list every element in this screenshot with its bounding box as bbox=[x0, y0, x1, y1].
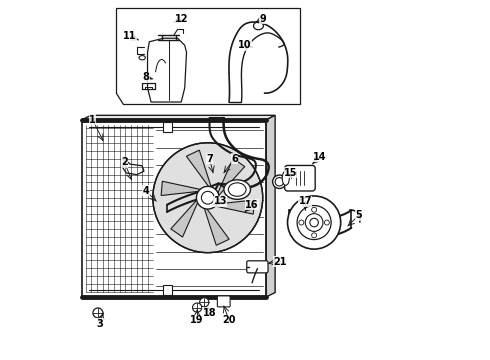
Text: 7: 7 bbox=[206, 154, 213, 164]
Text: 17: 17 bbox=[298, 196, 312, 206]
Polygon shape bbox=[212, 200, 254, 214]
Polygon shape bbox=[186, 150, 212, 190]
Polygon shape bbox=[116, 8, 300, 104]
Text: 16: 16 bbox=[245, 200, 259, 210]
Text: 20: 20 bbox=[222, 315, 236, 325]
Circle shape bbox=[93, 308, 103, 318]
Polygon shape bbox=[203, 206, 229, 245]
Polygon shape bbox=[217, 158, 245, 198]
Text: 14: 14 bbox=[313, 152, 326, 162]
Circle shape bbox=[193, 303, 202, 312]
Circle shape bbox=[196, 186, 219, 209]
Text: 2: 2 bbox=[121, 157, 128, 167]
Ellipse shape bbox=[224, 180, 250, 199]
Text: 1: 1 bbox=[89, 115, 96, 125]
Text: 3: 3 bbox=[97, 319, 103, 329]
Text: 8: 8 bbox=[142, 72, 149, 82]
Text: 12: 12 bbox=[174, 14, 188, 24]
Circle shape bbox=[153, 143, 263, 253]
Text: 5: 5 bbox=[355, 211, 362, 220]
Ellipse shape bbox=[282, 171, 289, 185]
Polygon shape bbox=[266, 115, 275, 297]
Circle shape bbox=[288, 196, 341, 249]
Text: 10: 10 bbox=[238, 40, 252, 50]
Bar bbox=[164, 284, 172, 295]
Text: 6: 6 bbox=[231, 154, 238, 164]
Circle shape bbox=[305, 214, 323, 231]
Text: 18: 18 bbox=[203, 308, 217, 318]
Text: 19: 19 bbox=[191, 315, 204, 325]
FancyBboxPatch shape bbox=[285, 166, 315, 191]
Text: 4: 4 bbox=[143, 186, 149, 195]
FancyBboxPatch shape bbox=[218, 296, 230, 307]
Bar bbox=[82, 120, 266, 297]
Polygon shape bbox=[161, 181, 203, 195]
Text: 13: 13 bbox=[214, 196, 227, 206]
Ellipse shape bbox=[272, 175, 286, 189]
Text: 9: 9 bbox=[259, 14, 266, 24]
Circle shape bbox=[199, 298, 209, 307]
Text: 21: 21 bbox=[274, 257, 287, 266]
Polygon shape bbox=[171, 198, 199, 237]
FancyBboxPatch shape bbox=[247, 261, 268, 273]
Text: 15: 15 bbox=[284, 168, 298, 178]
Polygon shape bbox=[82, 115, 275, 120]
Text: 11: 11 bbox=[123, 31, 137, 41]
Bar bbox=[164, 122, 172, 132]
